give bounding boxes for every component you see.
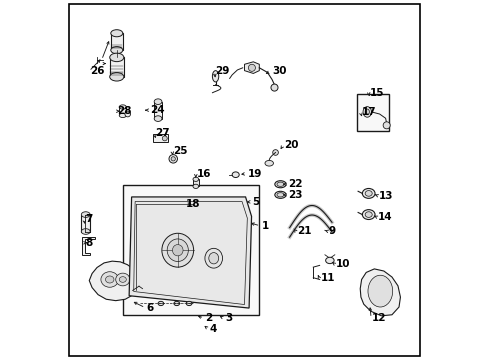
Text: 7: 7 bbox=[85, 214, 92, 224]
Polygon shape bbox=[237, 198, 245, 206]
Ellipse shape bbox=[367, 275, 392, 307]
Polygon shape bbox=[360, 269, 400, 316]
Ellipse shape bbox=[383, 122, 389, 129]
Ellipse shape bbox=[81, 229, 90, 234]
Ellipse shape bbox=[158, 301, 163, 306]
Text: 29: 29 bbox=[215, 66, 229, 76]
Ellipse shape bbox=[232, 172, 239, 177]
Ellipse shape bbox=[365, 212, 371, 217]
Ellipse shape bbox=[109, 53, 123, 62]
Ellipse shape bbox=[119, 113, 126, 118]
Text: 5: 5 bbox=[252, 197, 259, 207]
Ellipse shape bbox=[116, 273, 130, 286]
Ellipse shape bbox=[276, 182, 284, 186]
Polygon shape bbox=[244, 62, 259, 73]
Bar bbox=[122, 185, 258, 315]
Text: 21: 21 bbox=[296, 226, 310, 236]
Ellipse shape bbox=[274, 181, 285, 188]
Bar bbox=[154, 102, 162, 118]
Text: 3: 3 bbox=[224, 313, 232, 323]
Text: 19: 19 bbox=[247, 168, 261, 179]
Ellipse shape bbox=[186, 301, 192, 306]
Ellipse shape bbox=[169, 154, 177, 163]
Polygon shape bbox=[89, 261, 139, 301]
Text: 12: 12 bbox=[371, 313, 386, 323]
Ellipse shape bbox=[162, 136, 167, 141]
Ellipse shape bbox=[193, 177, 198, 181]
Text: 18: 18 bbox=[186, 199, 201, 209]
Text: 16: 16 bbox=[197, 168, 211, 179]
Ellipse shape bbox=[274, 191, 285, 198]
Text: 26: 26 bbox=[90, 66, 104, 76]
Bar bbox=[119, 107, 126, 116]
Ellipse shape bbox=[109, 73, 123, 81]
Ellipse shape bbox=[119, 105, 126, 109]
Text: 11: 11 bbox=[320, 273, 334, 283]
Ellipse shape bbox=[248, 64, 255, 71]
Ellipse shape bbox=[101, 272, 118, 287]
Ellipse shape bbox=[167, 239, 188, 261]
Bar bbox=[193, 179, 198, 186]
Ellipse shape bbox=[272, 150, 278, 155]
Ellipse shape bbox=[105, 276, 114, 283]
Text: 24: 24 bbox=[150, 105, 164, 115]
Text: 8: 8 bbox=[85, 238, 92, 248]
Bar bbox=[356, 94, 388, 131]
Ellipse shape bbox=[81, 212, 90, 217]
Ellipse shape bbox=[208, 253, 218, 264]
Ellipse shape bbox=[362, 107, 371, 117]
Text: 27: 27 bbox=[155, 129, 170, 139]
Text: 22: 22 bbox=[288, 179, 303, 189]
Text: 4: 4 bbox=[209, 324, 216, 334]
Text: 28: 28 bbox=[117, 106, 131, 116]
Ellipse shape bbox=[111, 30, 122, 37]
Text: 13: 13 bbox=[379, 191, 393, 201]
Text: 30: 30 bbox=[271, 66, 286, 76]
Ellipse shape bbox=[276, 193, 284, 197]
Ellipse shape bbox=[172, 244, 183, 256]
Text: 23: 23 bbox=[288, 190, 303, 200]
Bar bbox=[153, 135, 167, 142]
Ellipse shape bbox=[119, 277, 126, 282]
Text: 6: 6 bbox=[146, 303, 153, 313]
Ellipse shape bbox=[365, 190, 371, 196]
Ellipse shape bbox=[154, 116, 162, 121]
Text: 9: 9 bbox=[328, 226, 335, 236]
Ellipse shape bbox=[270, 84, 278, 91]
Ellipse shape bbox=[362, 189, 374, 198]
Ellipse shape bbox=[325, 257, 333, 264]
Text: 15: 15 bbox=[369, 87, 384, 98]
Polygon shape bbox=[129, 197, 251, 308]
Text: 10: 10 bbox=[335, 259, 349, 269]
Text: 2: 2 bbox=[204, 313, 212, 323]
Ellipse shape bbox=[154, 99, 162, 104]
Bar bbox=[81, 215, 90, 231]
Ellipse shape bbox=[365, 109, 368, 115]
Text: 1: 1 bbox=[261, 221, 268, 231]
Ellipse shape bbox=[162, 233, 193, 267]
Polygon shape bbox=[82, 237, 95, 255]
Text: 25: 25 bbox=[173, 146, 187, 156]
Ellipse shape bbox=[193, 184, 198, 189]
Text: 14: 14 bbox=[377, 212, 392, 222]
Ellipse shape bbox=[362, 210, 374, 220]
Ellipse shape bbox=[191, 202, 197, 206]
Text: 17: 17 bbox=[361, 107, 375, 117]
Ellipse shape bbox=[204, 248, 222, 268]
Ellipse shape bbox=[174, 301, 179, 306]
Bar bbox=[111, 33, 122, 50]
Ellipse shape bbox=[212, 71, 218, 82]
Text: 20: 20 bbox=[284, 140, 298, 150]
Ellipse shape bbox=[124, 111, 130, 117]
Bar bbox=[109, 57, 123, 77]
Ellipse shape bbox=[171, 157, 175, 161]
Ellipse shape bbox=[111, 47, 122, 54]
Ellipse shape bbox=[264, 161, 273, 166]
